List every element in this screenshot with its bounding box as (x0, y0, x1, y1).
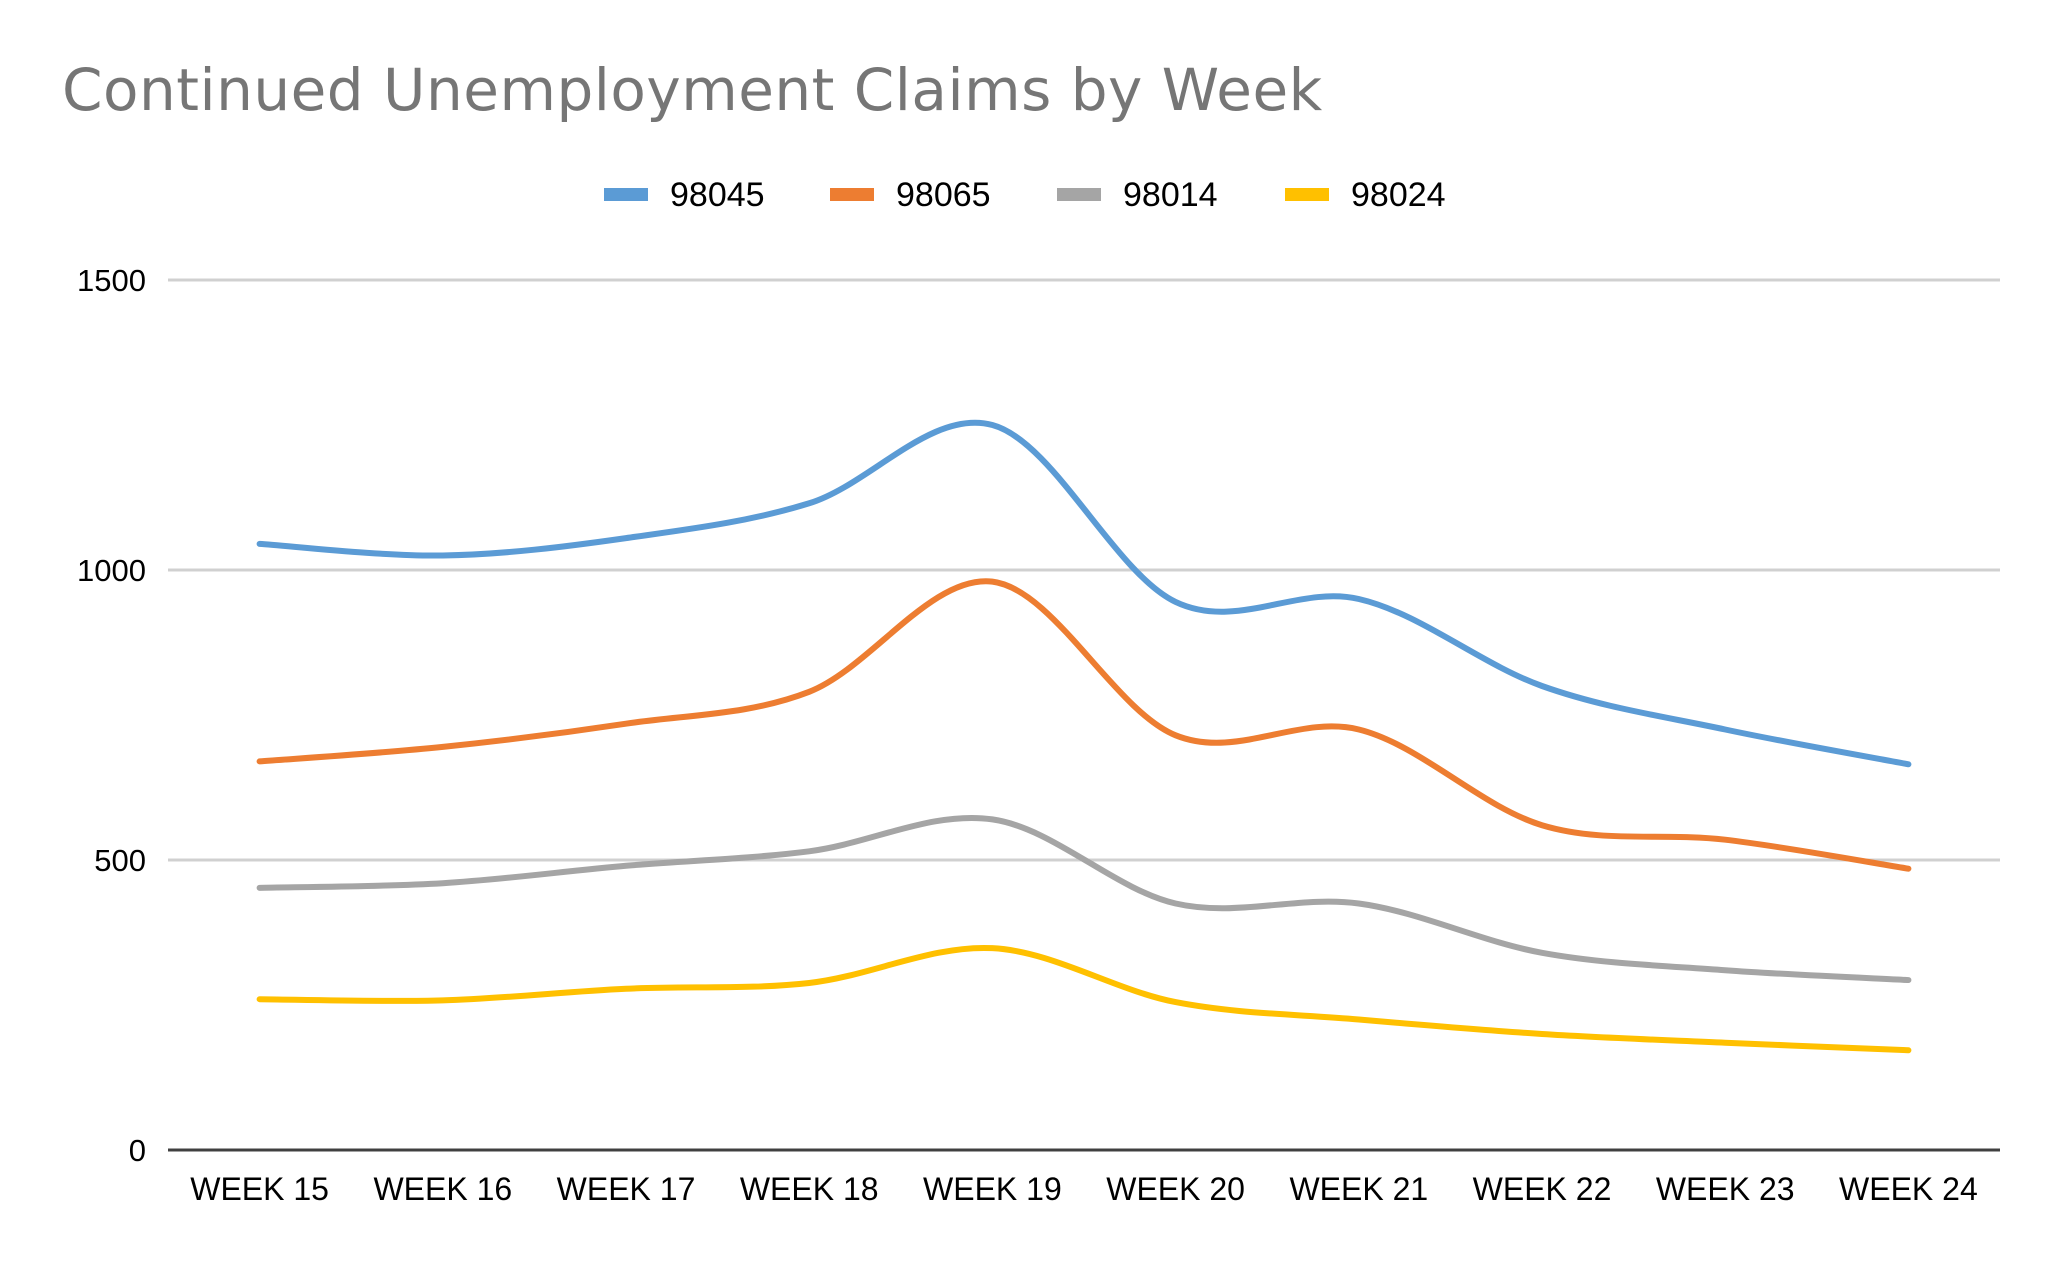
data-point-98024 (1539, 1031, 1545, 1037)
x-tick-label: WEEK 17 (557, 1171, 696, 1207)
data-point-98065 (623, 721, 629, 727)
data-point-98045 (1539, 683, 1545, 689)
data-point-98024 (806, 980, 812, 986)
legend-swatch (604, 188, 648, 201)
series-line-98065 (256, 578, 1912, 872)
y-tick-label: 0 (129, 1133, 146, 1168)
legend-label: 98024 (1351, 176, 1446, 214)
data-point-98045 (1905, 761, 1911, 767)
data-point-98024 (1722, 1040, 1728, 1046)
gridlines (168, 278, 2000, 862)
series-line-98014 (256, 815, 1912, 984)
data-point-98065 (1356, 727, 1362, 733)
data-point-98045 (440, 553, 446, 559)
x-tick-label: WEEK 21 (1289, 1171, 1428, 1207)
data-point-98065 (257, 758, 263, 764)
data-point-98024 (1356, 1017, 1362, 1023)
data-point-98014 (1905, 977, 1911, 983)
legend-swatch (1057, 188, 1101, 201)
x-tick-label: WEEK 20 (1106, 1171, 1245, 1207)
data-point-98024 (1905, 1047, 1911, 1053)
data-point-98014 (989, 816, 995, 822)
x-tick-label: WEEK 15 (190, 1171, 329, 1207)
data-point-98045 (1356, 596, 1362, 602)
legend-swatch (1285, 188, 1329, 201)
y-tick-label: 1000 (77, 553, 146, 588)
data-point-98065 (1539, 822, 1545, 828)
data-point-98065 (989, 579, 995, 585)
data-point-98014 (1539, 950, 1545, 956)
x-tick-label: WEEK 18 (740, 1171, 879, 1207)
x-tick-label: WEEK 24 (1839, 1171, 1978, 1207)
data-point-98045 (989, 422, 995, 428)
data-point-98024 (1173, 999, 1179, 1005)
data-point-98065 (1173, 732, 1179, 738)
data-point-98024 (257, 996, 263, 1002)
legend-label: 98065 (896, 176, 991, 214)
x-tick-label: WEEK 22 (1473, 1171, 1612, 1207)
axes: 0 500 1000 1500 WEEK 15 WEEK 16 WEEK 17 WEEK 18… (77, 263, 2000, 1207)
data-point-98014 (1173, 901, 1179, 907)
data-point-98065 (806, 689, 812, 695)
data-point-98014 (440, 880, 446, 886)
data-point-98024 (623, 986, 629, 992)
series-line-98024 (256, 944, 1912, 1054)
data-point-98014 (1722, 967, 1728, 973)
y-tick-label: 500 (94, 843, 146, 878)
data-point-98045 (806, 500, 812, 506)
legend-label: 98014 (1123, 176, 1218, 214)
data-point-98045 (1722, 727, 1728, 733)
data-point-98024 (989, 945, 995, 951)
data-point-98014 (1356, 901, 1362, 907)
data-point-98024 (440, 997, 446, 1003)
data-point-98014 (806, 848, 812, 854)
legend-label: 98045 (670, 176, 765, 214)
legend: 98045 98065 98014 98024 (604, 176, 1446, 214)
data-point-98065 (1722, 837, 1728, 843)
data-point-98045 (1173, 599, 1179, 605)
data-point-98014 (257, 885, 263, 891)
x-tick-label: WEEK 23 (1656, 1171, 1795, 1207)
chart-title: Continued Unemployment Claims by Week (62, 56, 1323, 124)
data-point-98014 (623, 863, 629, 869)
series-line-98045 (256, 419, 1912, 768)
data-point-98065 (1905, 866, 1911, 872)
y-tick-label: 1500 (77, 263, 146, 298)
legend-swatch (830, 188, 874, 201)
series-lines (256, 419, 1912, 1054)
data-point-98065 (440, 744, 446, 750)
x-tick-label: WEEK 19 (923, 1171, 1062, 1207)
x-tick-label: WEEK 16 (373, 1171, 512, 1207)
data-point-98045 (257, 541, 263, 547)
data-point-98045 (623, 535, 629, 541)
